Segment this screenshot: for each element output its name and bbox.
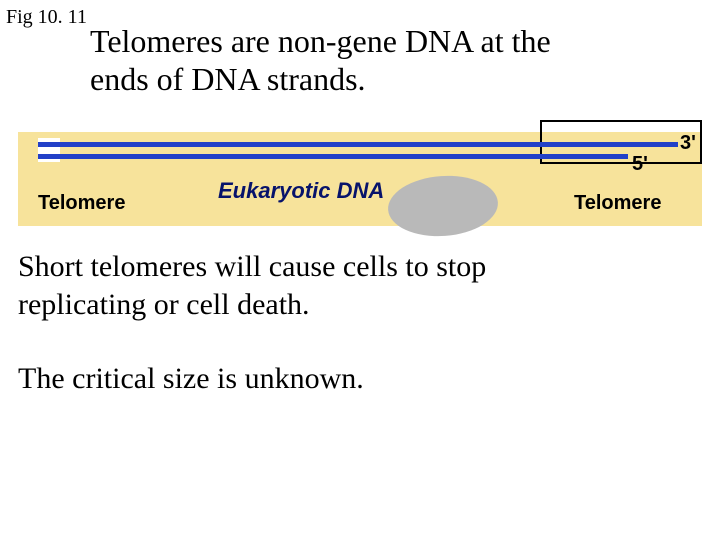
dna-diagram: 3' 5' Eukaryotic DNA Telomere Telomere	[18, 120, 702, 228]
label-3-prime: 3'	[680, 132, 696, 155]
figure-label: Fig 10. 11	[6, 6, 87, 29]
body2-text: The critical size is unknown.	[18, 362, 364, 395]
label-telomere-left: Telomere	[38, 192, 125, 215]
page-title: Telomeres are non-gene DNA at the ends o…	[90, 22, 680, 99]
dna-strand-top	[38, 142, 678, 147]
body-paragraph-1: Short telomeres will cause cells to stop…	[18, 248, 698, 323]
title-line2: ends of DNA strands.	[90, 61, 366, 97]
body-paragraph-2: The critical size is unknown.	[18, 360, 698, 398]
dna-strand-bottom	[38, 154, 628, 159]
label-eukaryotic-dna: Eukaryotic DNA	[218, 178, 384, 204]
title-line1: Telomeres are non-gene DNA at the	[90, 23, 551, 59]
label-telomere-right: Telomere	[574, 192, 661, 215]
body1-line2: replicating or cell death.	[18, 288, 310, 321]
label-5-prime: 5'	[632, 153, 648, 176]
body1-line1: Short telomeres will cause cells to stop	[18, 250, 486, 283]
